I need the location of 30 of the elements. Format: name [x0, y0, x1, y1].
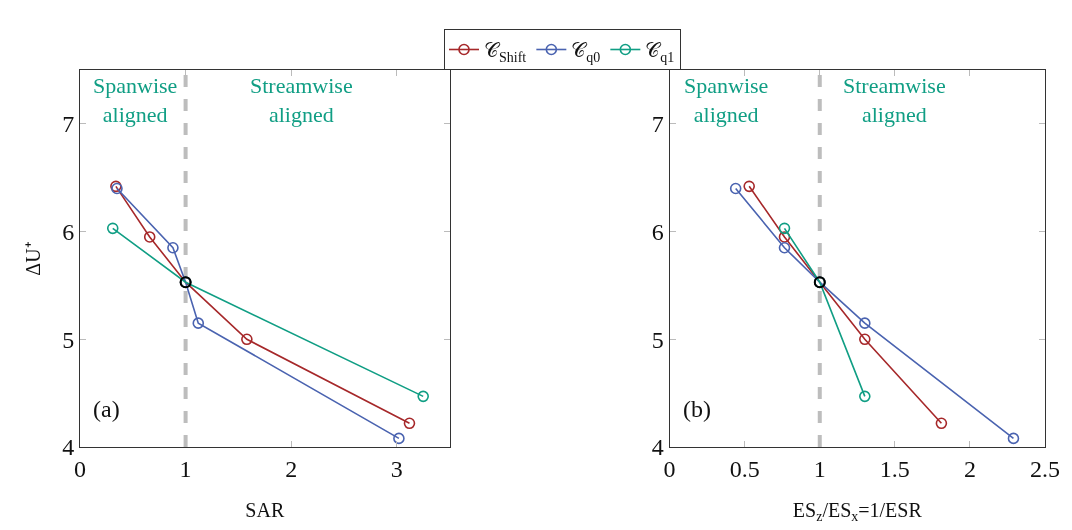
legend-label: 𝒞$_{q0}$	[571, 39, 601, 65]
annotation: Spanwise aligned	[93, 73, 178, 127]
x-axis-title: SAR	[245, 499, 285, 522]
x-tick-label: 1	[813, 455, 826, 482]
y-axis-title: ΔU⁺	[21, 241, 44, 276]
y-tick-label: 4	[62, 434, 75, 461]
y-tick-label: 6	[62, 218, 75, 245]
x-tick-label: 3	[390, 455, 403, 482]
x-tick-label: 0.5	[729, 455, 760, 482]
y-tick-label: 4	[651, 434, 664, 461]
x-tick-label: 2	[285, 455, 298, 482]
y-tick-label: 6	[651, 218, 664, 245]
x-tick-label: 2	[963, 455, 976, 482]
annotation: (b)	[683, 396, 711, 422]
x-tick-label: 0	[663, 455, 676, 482]
annotation: (a)	[93, 396, 120, 422]
legend-label: 𝒞$_{Shift}$	[484, 39, 527, 65]
y-tick-label: 7	[651, 111, 664, 138]
x-axis-title: ES$_{z}$/ES$_{x}$=1/ESR	[792, 499, 923, 525]
annotation: Streamwise aligned	[843, 73, 946, 127]
y-tick-label: 7	[62, 111, 75, 138]
annotation: Streamwise aligned	[250, 73, 353, 127]
x-tick-label: 1	[179, 455, 192, 482]
y-tick-label: 5	[62, 326, 75, 353]
x-tick-label: 0	[74, 455, 86, 482]
legend-label: 𝒞$_{q1}$	[645, 39, 675, 65]
annotation: Spanwise aligned	[684, 73, 769, 127]
y-tick-label: 5	[651, 326, 664, 353]
x-tick-label: 1.5	[879, 455, 910, 482]
x-tick-label: 2.5	[1030, 455, 1061, 482]
